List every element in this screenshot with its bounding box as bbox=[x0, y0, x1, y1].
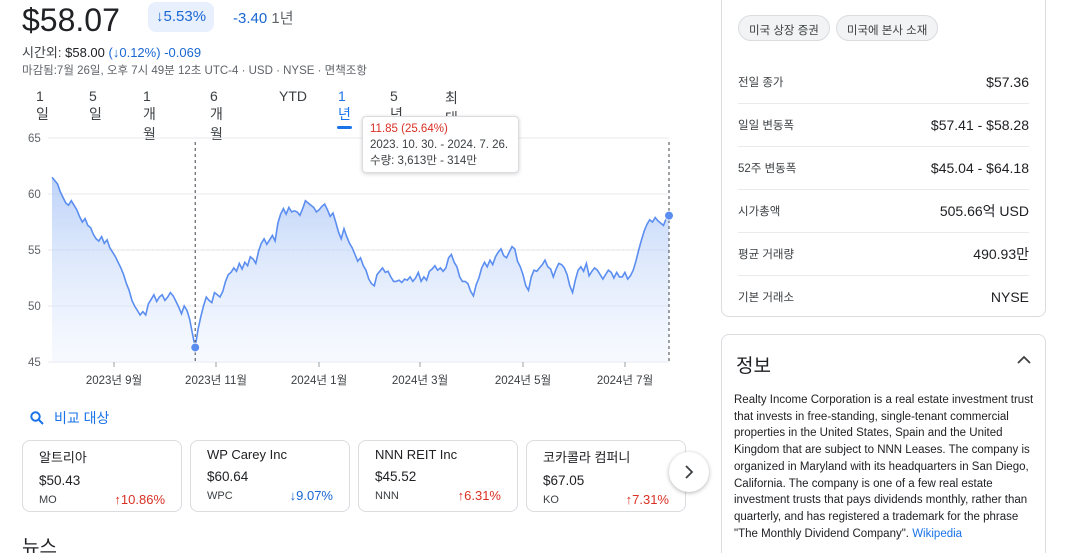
x-tick-label: 2023년 9월 bbox=[86, 374, 142, 387]
compare-link[interactable]: 비교 대상 bbox=[30, 408, 109, 428]
change-percent-badge: ↓5.53% bbox=[148, 2, 215, 32]
y-tick-label: 60 bbox=[28, 189, 41, 201]
chevron-up-icon[interactable] bbox=[1017, 355, 1031, 365]
price-area bbox=[52, 177, 669, 362]
after-hours-pct: 0.12% bbox=[119, 45, 157, 60]
y-tick-label: 45 bbox=[28, 357, 41, 369]
chip-us-listed[interactable]: 미국 상장 증권 bbox=[738, 15, 830, 41]
wikipedia-link[interactable]: Wikipedia bbox=[912, 527, 963, 540]
range-start-point[interactable] bbox=[190, 342, 201, 353]
y-tick-label: 55 bbox=[28, 245, 41, 257]
y-tick-label: 50 bbox=[28, 301, 41, 313]
arrow-up-icon: ↑ bbox=[114, 492, 121, 507]
compare-card-ko[interactable]: 코카콜라 컴퍼니 $67.05 KO ↑7.31% bbox=[526, 440, 686, 512]
after-hours-price: $58.00 bbox=[65, 45, 105, 60]
x-tick-label: 2024년 1월 bbox=[291, 374, 347, 387]
stats-panel: 미국 상장 증권 미국에 본사 소재 전일 종가 $57.36 일일 변동폭 $57… bbox=[721, 0, 1046, 317]
info-title: 정보 bbox=[736, 356, 771, 377]
x-tick-label: 2024년 5월 bbox=[495, 374, 551, 387]
info-panel: 정보 Realty Income Corporation is a real e… bbox=[721, 334, 1046, 553]
stat-market-cap: 시가총액 505.66억 USD bbox=[738, 189, 1029, 232]
arrow-up-icon: ↑ bbox=[457, 488, 465, 503]
company-description: Realty Income Corporation is a real esta… bbox=[734, 394, 1034, 540]
arrow-up-icon: ↑ bbox=[625, 492, 633, 507]
search-icon bbox=[30, 411, 44, 425]
compare-card-wpc[interactable]: WP Carey Inc $60.64 WPC ↓9.07% bbox=[190, 440, 350, 512]
tooltip-change: 11.85 (25.64%) bbox=[370, 123, 448, 135]
tooltip-volume: 수량: 3,613만 - 314만 bbox=[370, 155, 477, 167]
next-cards-button[interactable] bbox=[669, 452, 709, 492]
tab-1d[interactable]: 1일 bbox=[36, 88, 49, 122]
stat-day-range: 일일 변동폭 $57.41 - $58.28 bbox=[738, 103, 1029, 146]
after-hours-abs: -0.069 bbox=[164, 45, 202, 60]
compare-label: 비교 대상 bbox=[54, 410, 110, 426]
price-chart[interactable]: 45 50 55 60 65 2023년 9월 2023년 11월 2024년 1월 2024… bbox=[0, 112, 700, 392]
stat-avg-volume: 평균 거래량 490.93만 bbox=[738, 232, 1029, 275]
y-tick-label: 65 bbox=[28, 133, 41, 145]
range-end-point[interactable] bbox=[664, 210, 674, 221]
compare-card-nnn[interactable]: NNN REIT Inc $45.52 NNN ↑6.31% bbox=[358, 440, 518, 512]
chip-us-headquartered[interactable]: 미국에 본사 소재 bbox=[835, 15, 939, 41]
x-tick-label: 2023년 11월 bbox=[185, 374, 247, 387]
arrow-down-icon: ↓ bbox=[112, 45, 120, 60]
tab-ytd[interactable]: YTD bbox=[279, 88, 307, 104]
change-period: 1년 bbox=[271, 10, 294, 27]
closed-note: 마감됨:7월 26일, 오후 7시 49분 12초 UTC-4 · USD · … bbox=[22, 65, 367, 77]
news-heading: 뉴스 bbox=[22, 537, 57, 553]
chart-tooltip: 11.85 (25.64%) 2023. 10. 30. - 2024. 7. … bbox=[362, 116, 519, 173]
tooltip-dates: 2023. 10. 30. - 2024. 7. 26. bbox=[370, 139, 509, 151]
chevron-right-icon bbox=[685, 465, 694, 479]
change-absolute: -3.40 1년 bbox=[233, 10, 294, 27]
stat-exchange: 기본 거래소 NYSE bbox=[738, 275, 1029, 318]
current-price: $58.07 bbox=[22, 2, 120, 38]
x-tick-label: 2024년 7월 bbox=[597, 374, 653, 387]
x-tick-label: 2024년 3월 bbox=[392, 374, 448, 387]
tab-1y[interactable]: 1년 bbox=[337, 88, 352, 129]
stat-prev-close: 전일 종가 $57.36 bbox=[738, 73, 1029, 90]
change-percent: 5.53% bbox=[163, 8, 207, 25]
tab-5d[interactable]: 5일 bbox=[89, 88, 102, 122]
stat-52w-range: 52주 변동폭 $45.04 - $64.18 bbox=[738, 146, 1029, 189]
after-hours: 시간외: $58.00 (↓0.12%) -0.069 bbox=[22, 45, 202, 60]
price-line bbox=[51, 176, 670, 348]
compare-card-mo[interactable]: 알트리아 $50.43 MO ↑10.86% bbox=[22, 440, 182, 512]
arrow-down-icon: ↓ bbox=[156, 8, 164, 25]
arrow-down-icon: ↓ bbox=[289, 488, 297, 503]
